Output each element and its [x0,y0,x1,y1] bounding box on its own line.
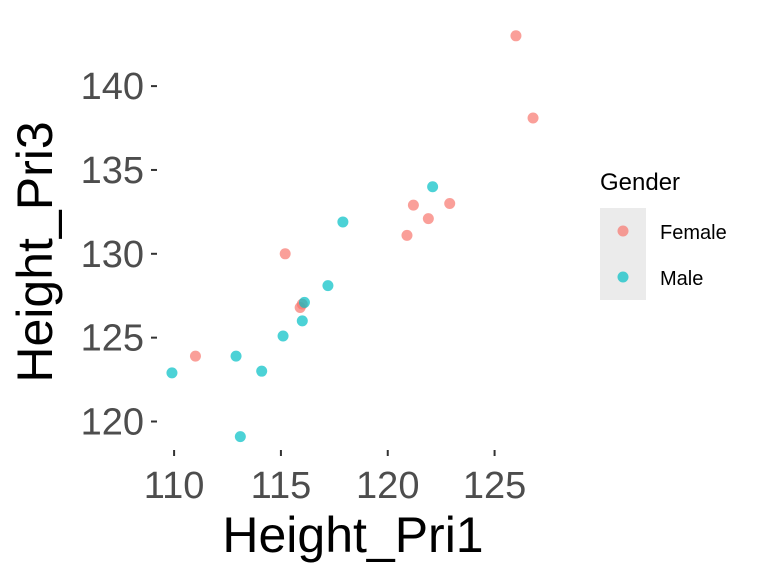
point-male [427,181,439,193]
point-female [510,30,522,42]
point-female [422,213,434,225]
point-male [296,315,308,327]
point-male [337,216,349,228]
point-female [189,350,201,362]
legend: Gender Female Male [600,169,727,300]
data-points [166,30,539,443]
legend-label-male: Male [660,268,703,290]
legend-label-female: Female [660,222,727,244]
y-tick-label: 135 [81,150,144,192]
point-female [401,229,413,241]
y-tick-label: 140 [81,66,144,108]
point-male [256,365,268,377]
legend-title: Gender [600,169,680,196]
y-tick-label: 120 [81,401,144,443]
point-female [407,199,419,211]
point-female [444,197,456,209]
point-male [277,330,289,342]
point-female [279,248,291,260]
x-axis-title: Height_Pri1 [222,507,483,563]
y-axis: 120 125 130 135 140 [81,66,157,443]
y-tick-label: 130 [81,234,144,276]
point-male [234,431,246,443]
y-axis-title: Height_Pri3 [7,121,63,382]
x-tick-label: 125 [463,465,526,507]
y-tick-label: 125 [81,318,144,360]
point-female [527,112,539,124]
legend-key-male [617,271,629,283]
x-tick-label: 115 [251,465,312,507]
point-male [298,296,310,308]
point-male [166,367,178,379]
x-tick-label: 120 [356,465,419,507]
x-tick-label: 110 [144,465,205,507]
legend-key-background [600,208,646,300]
point-male [322,280,334,292]
point-male [230,350,242,362]
legend-key-female [617,225,629,237]
x-axis: 110 115 120 125 [144,450,526,507]
